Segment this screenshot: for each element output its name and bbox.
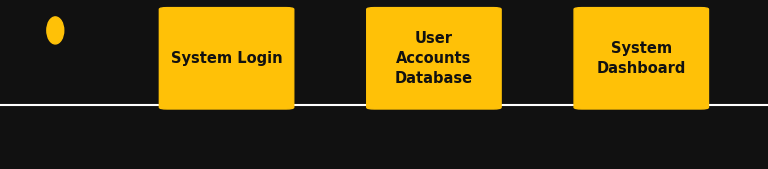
- Text: User
Accounts
Database: User Accounts Database: [395, 31, 473, 86]
- FancyBboxPatch shape: [159, 8, 293, 109]
- Text: System
Dashboard: System Dashboard: [597, 41, 686, 76]
- FancyBboxPatch shape: [574, 8, 708, 109]
- FancyBboxPatch shape: [366, 8, 501, 109]
- Text: System Login: System Login: [170, 51, 283, 66]
- Ellipse shape: [47, 17, 64, 44]
